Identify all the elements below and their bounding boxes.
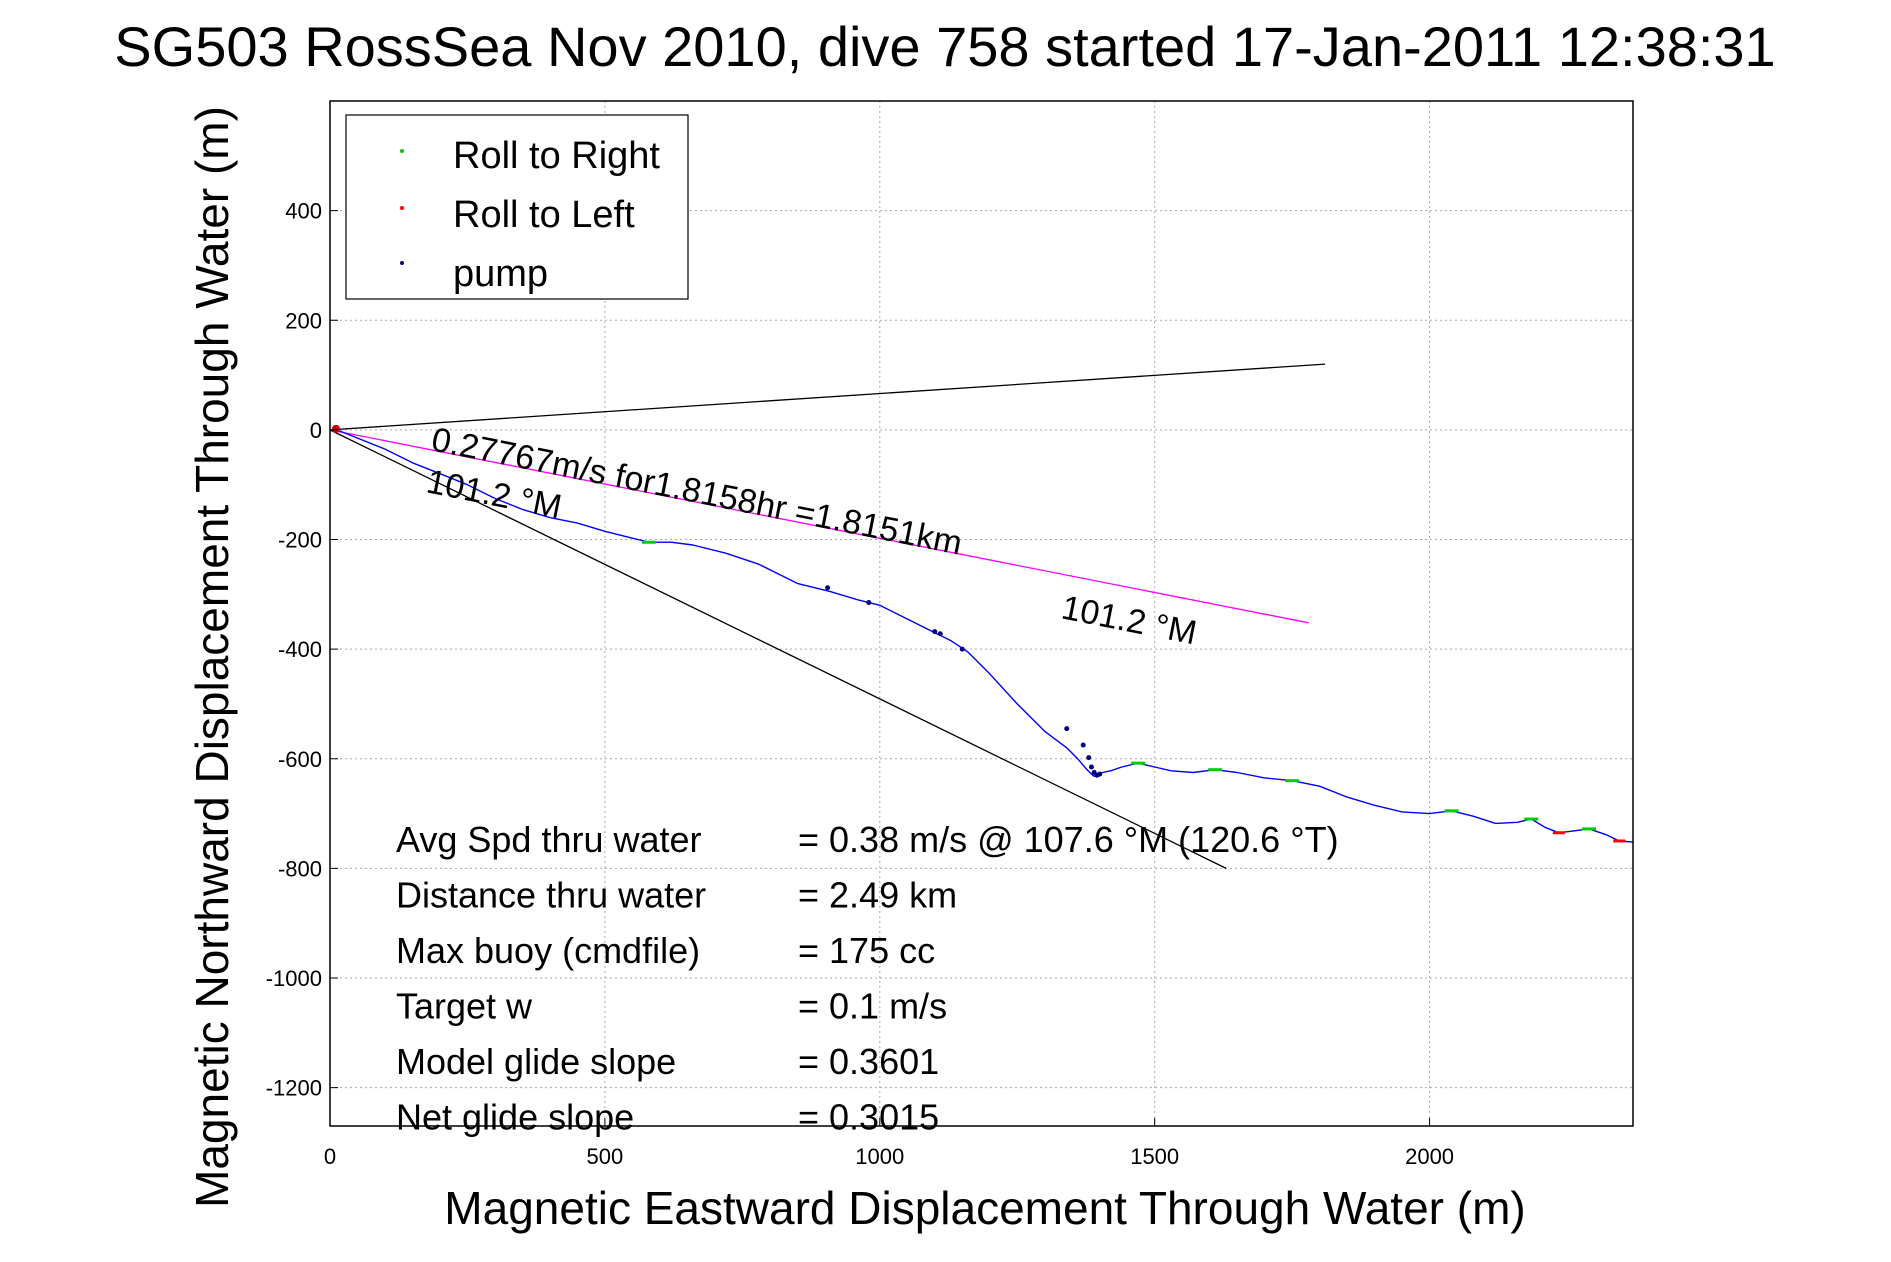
- y-tick-label: -600: [278, 747, 322, 772]
- x-tick-label: 2000: [1405, 1144, 1454, 1169]
- x-tick-label: 0: [324, 1144, 336, 1169]
- legend-marker-pump: [400, 261, 404, 265]
- x-tick-label: 500: [587, 1144, 624, 1169]
- dive-statistics: Avg Spd thru water = 0.38 m/s @ 107.6 °M …: [396, 819, 1339, 1138]
- legend-marker-roll-right: [400, 149, 404, 153]
- y-tick-label: -400: [278, 637, 322, 662]
- pump-point: [825, 585, 831, 591]
- y-axis-label: Magnetic Northward Displacement Through …: [186, 106, 238, 1208]
- y-tick-label: -1200: [266, 1076, 322, 1101]
- x-tick-label: 1000: [855, 1144, 904, 1169]
- stat-label: Max buoy (cmdfile): [396, 930, 700, 971]
- pump-point: [932, 629, 938, 635]
- stat-label: Distance thru water: [396, 875, 706, 916]
- pump-point: [1088, 764, 1094, 770]
- stat-value: = 0.3015: [798, 1097, 939, 1138]
- reference-line-2: [329, 429, 1227, 869]
- stat-label: Target w: [396, 986, 533, 1027]
- stat-label: Model glide slope: [396, 1041, 676, 1082]
- legend-label-roll-right: Roll to Right: [453, 135, 660, 177]
- legend-label-roll-left: Roll to Left: [453, 194, 635, 236]
- pump-point: [866, 600, 872, 606]
- pump-point: [1064, 726, 1070, 732]
- stat-value: = 0.3601: [798, 1041, 939, 1082]
- axes-frame: [329, 100, 1634, 1127]
- pump-point: [959, 646, 965, 652]
- stat-value: = 0.1 m/s: [798, 986, 947, 1027]
- track-markers: [332, 424, 1626, 843]
- track-line: [329, 429, 1634, 843]
- chart-title: SG503 RossSea Nov 2010, dive 758 started…: [114, 15, 1775, 78]
- legend-label-pump: pump: [453, 253, 548, 295]
- pump-point: [1086, 755, 1092, 761]
- pump-point: [1080, 742, 1086, 748]
- legend-marker-roll-left: [400, 206, 404, 210]
- stat-label: Avg Spd thru water: [396, 819, 702, 860]
- y-tick-label: 200: [285, 308, 322, 333]
- y-tick-label: -1000: [266, 966, 322, 991]
- legend: Roll to Right Roll to Left pump: [345, 114, 689, 300]
- x-tick-labels: 0 500 1000 1500 2000: [324, 1144, 1454, 1169]
- y-tick-label: 400: [285, 199, 322, 224]
- y-tick-label: -800: [278, 856, 322, 881]
- y-tick-label: 0: [310, 418, 322, 443]
- dive-track: [329, 429, 1634, 843]
- y-tick-label: -200: [278, 528, 322, 553]
- stat-value: = 0.38 m/s @ 107.6 °M (120.6 °T): [798, 819, 1339, 860]
- origin-marker: [332, 424, 340, 433]
- stat-value: = 175 cc: [798, 930, 935, 971]
- stat-label: Net glide slope: [396, 1097, 634, 1138]
- reference-line-1: [329, 429, 1309, 624]
- x-tick-label: 1500: [1130, 1144, 1179, 1169]
- stat-value: = 2.49 km: [798, 875, 957, 916]
- pump-point: [937, 631, 943, 637]
- x-axis-label: Magnetic Eastward Displacement Through W…: [444, 1182, 1525, 1234]
- reference-lines: [329, 363, 1326, 869]
- pump-point: [1097, 771, 1103, 777]
- reference-line-0: [329, 363, 1326, 431]
- y-tick-labels: -1200 -1000 -800 -600 -400 -200 0 200 400: [266, 199, 322, 1101]
